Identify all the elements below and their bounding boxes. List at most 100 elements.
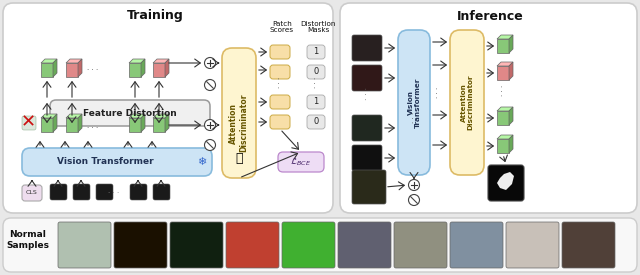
Polygon shape — [53, 114, 57, 132]
Polygon shape — [509, 135, 513, 153]
Polygon shape — [141, 114, 145, 132]
Polygon shape — [66, 63, 78, 77]
FancyBboxPatch shape — [73, 184, 90, 200]
FancyBboxPatch shape — [58, 222, 111, 268]
Text: · · ·: · · · — [277, 76, 283, 88]
FancyBboxPatch shape — [352, 35, 382, 61]
FancyBboxPatch shape — [50, 184, 67, 200]
Text: Normal
Samples: Normal Samples — [6, 230, 49, 250]
Text: · · ·: · · · — [88, 67, 99, 73]
Polygon shape — [66, 59, 82, 63]
Polygon shape — [509, 62, 513, 80]
FancyBboxPatch shape — [340, 3, 637, 213]
Polygon shape — [497, 35, 513, 39]
Polygon shape — [509, 35, 513, 53]
FancyBboxPatch shape — [22, 185, 42, 201]
Polygon shape — [41, 114, 57, 118]
Text: · · ·: · · · — [500, 84, 506, 96]
Polygon shape — [141, 59, 145, 77]
Polygon shape — [66, 118, 78, 132]
Text: · · ·: · · · — [313, 76, 319, 88]
Text: · · ·: · · · — [88, 125, 99, 131]
Text: Attention
Discriminator: Attention Discriminator — [229, 94, 249, 152]
Polygon shape — [78, 59, 82, 77]
FancyBboxPatch shape — [307, 115, 325, 129]
Polygon shape — [129, 59, 145, 63]
FancyBboxPatch shape — [352, 170, 386, 204]
FancyBboxPatch shape — [282, 222, 335, 268]
FancyBboxPatch shape — [450, 30, 484, 175]
FancyBboxPatch shape — [352, 65, 382, 91]
FancyBboxPatch shape — [307, 65, 325, 79]
Circle shape — [205, 139, 216, 150]
FancyBboxPatch shape — [114, 222, 167, 268]
Polygon shape — [497, 66, 509, 80]
FancyBboxPatch shape — [270, 115, 290, 129]
Polygon shape — [497, 139, 509, 153]
Text: Training: Training — [127, 10, 184, 23]
FancyBboxPatch shape — [307, 95, 325, 109]
Circle shape — [205, 120, 216, 131]
Circle shape — [205, 79, 216, 90]
FancyBboxPatch shape — [170, 222, 223, 268]
FancyBboxPatch shape — [352, 145, 382, 171]
Text: Distortion
Masks: Distortion Masks — [300, 21, 336, 34]
Polygon shape — [153, 114, 169, 118]
Text: Inference: Inference — [456, 10, 524, 23]
Polygon shape — [66, 114, 82, 118]
Text: Patch
Scores: Patch Scores — [270, 21, 294, 34]
FancyBboxPatch shape — [153, 184, 170, 200]
FancyBboxPatch shape — [338, 222, 391, 268]
Polygon shape — [129, 118, 141, 132]
Circle shape — [205, 57, 216, 68]
Polygon shape — [129, 114, 145, 118]
Polygon shape — [497, 135, 513, 139]
Polygon shape — [497, 107, 513, 111]
Text: Vision
Transformer: Vision Transformer — [408, 77, 420, 128]
Polygon shape — [497, 62, 513, 66]
FancyBboxPatch shape — [22, 148, 212, 176]
FancyBboxPatch shape — [450, 222, 503, 268]
Polygon shape — [41, 118, 53, 132]
Polygon shape — [129, 63, 141, 77]
Polygon shape — [509, 107, 513, 125]
Polygon shape — [53, 59, 57, 77]
FancyBboxPatch shape — [270, 95, 290, 109]
Polygon shape — [165, 114, 169, 132]
FancyBboxPatch shape — [222, 48, 256, 178]
FancyBboxPatch shape — [506, 222, 559, 268]
FancyBboxPatch shape — [398, 30, 430, 175]
Text: 1: 1 — [314, 98, 319, 106]
Text: CLS: CLS — [26, 191, 38, 196]
FancyBboxPatch shape — [226, 222, 279, 268]
Text: ✕: ✕ — [20, 113, 36, 131]
FancyBboxPatch shape — [270, 65, 290, 79]
FancyBboxPatch shape — [488, 165, 524, 201]
Circle shape — [408, 180, 419, 191]
Text: 🔥: 🔥 — [236, 152, 243, 164]
Polygon shape — [497, 39, 509, 53]
Text: $\mathcal{L}_{BCE}$: $\mathcal{L}_{BCE}$ — [291, 156, 312, 168]
Text: · · ·: · · · — [108, 190, 120, 196]
FancyBboxPatch shape — [130, 184, 147, 200]
Text: Attention
Discriminator: Attention Discriminator — [461, 75, 474, 130]
Polygon shape — [153, 118, 165, 132]
Text: 0: 0 — [314, 117, 319, 126]
Text: ❄: ❄ — [197, 157, 207, 167]
FancyBboxPatch shape — [3, 218, 637, 272]
Polygon shape — [78, 114, 82, 132]
FancyBboxPatch shape — [278, 152, 324, 172]
Text: Feature Distortion: Feature Distortion — [83, 109, 177, 117]
Text: · · ·: · · · — [362, 86, 371, 100]
Text: 1: 1 — [314, 48, 319, 56]
Text: 0: 0 — [314, 67, 319, 76]
Text: · · ·: · · · — [435, 86, 441, 98]
Polygon shape — [41, 63, 53, 77]
Text: · · ·: · · · — [411, 111, 417, 123]
Polygon shape — [153, 59, 169, 63]
Polygon shape — [41, 59, 57, 63]
FancyBboxPatch shape — [307, 45, 325, 59]
FancyBboxPatch shape — [352, 115, 382, 141]
FancyBboxPatch shape — [562, 222, 615, 268]
FancyBboxPatch shape — [96, 184, 113, 200]
